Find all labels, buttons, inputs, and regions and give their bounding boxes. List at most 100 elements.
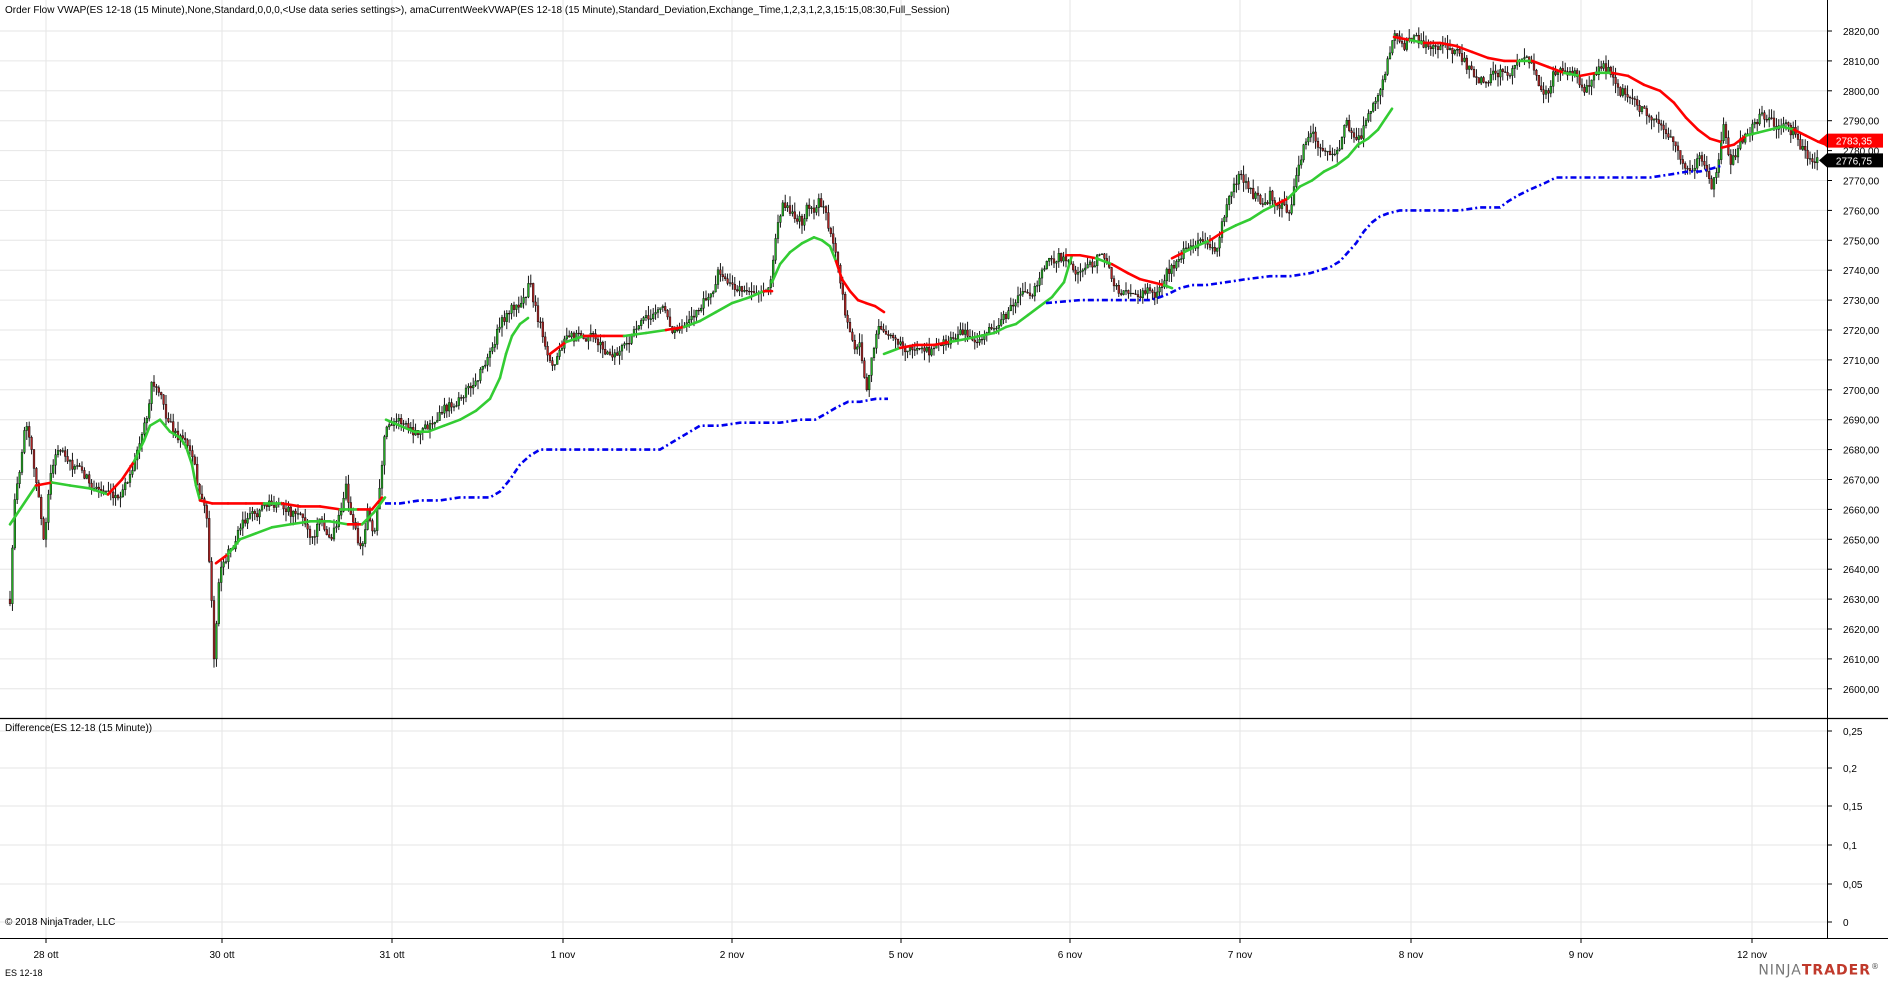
candle-body: [1544, 90, 1548, 95]
x-tick-label: 12 nov: [1737, 950, 1767, 961]
vwap-segment: [714, 301, 734, 314]
candle-body: [1547, 90, 1550, 94]
vwap-segment: [948, 337, 968, 344]
candle-body: [721, 274, 724, 278]
candle-body: [1801, 146, 1804, 150]
vwap-segment: [1610, 71, 1630, 78]
candle-body: [1264, 202, 1267, 205]
candle-body: [1564, 70, 1567, 72]
vwap-segment: [370, 496, 384, 511]
candle-body: [1578, 76, 1581, 86]
copyright-text: © 2018 NinjaTrader, LLC: [5, 917, 116, 928]
candle-body: [208, 518, 211, 562]
candle-body: [647, 315, 650, 320]
price-axis[interactable]: 2820,00 2810,00 2800,00 2790,00 2780,00 2770,…: [1827, 27, 1880, 696]
y-tick-label: 2820,00: [1843, 27, 1880, 38]
candle-body: [128, 474, 132, 483]
candle-body: [222, 561, 225, 568]
candle-body: [1357, 135, 1360, 140]
candle-body: [1316, 141, 1320, 148]
candle-body: [534, 301, 537, 306]
time-axis[interactable]: 28 ott 30 ott 31 ott 1 nov 2 nov 5 nov 6 nov 7 …: [33, 938, 1767, 961]
candle-body: [652, 313, 655, 320]
vwap-segment: [360, 511, 376, 526]
candle-body: [1736, 148, 1740, 158]
vwap-segment: [748, 289, 766, 299]
vwap-segment: [564, 334, 586, 344]
candle-body: [1244, 181, 1248, 183]
candle-body: [1379, 89, 1382, 96]
vwap-segment: [1672, 101, 1688, 120]
candle-body: [112, 491, 115, 499]
candle-body: [668, 316, 672, 327]
candle-body: [1062, 256, 1065, 262]
candle-body: [692, 315, 696, 318]
candle-body: [42, 518, 45, 540]
candle-body: [1624, 88, 1627, 95]
candle-body: [712, 291, 715, 294]
vwap-segment: [488, 376, 502, 401]
candle-body: [877, 326, 880, 335]
candle-body: [990, 327, 993, 329]
candle-body: [124, 482, 127, 490]
candle-body: [995, 327, 998, 330]
candle-body: [959, 329, 962, 335]
candle-body: [244, 519, 247, 524]
candle-body: [738, 286, 741, 292]
candle-body: [54, 454, 57, 466]
candle-body: [834, 243, 837, 253]
vwap-segment: [1366, 128, 1380, 140]
candle-body: [810, 207, 813, 209]
candle-body: [71, 459, 74, 470]
candle-body: [1756, 121, 1759, 125]
candle-body: [568, 335, 571, 338]
candle-body: [1429, 46, 1432, 50]
candle-body: [1331, 153, 1334, 156]
vwap-segment: [812, 236, 824, 242]
candle-body: [1153, 292, 1156, 298]
y-tick-label: 0,05: [1843, 880, 1863, 891]
vwap-segment: [474, 397, 492, 413]
price-grid: [0, 0, 1827, 718]
candle-body: [1710, 178, 1713, 190]
y-tick-label: 2700,00: [1843, 386, 1880, 397]
candle-body: [947, 343, 950, 346]
candle-body: [493, 344, 496, 348]
candle-body: [1165, 268, 1168, 282]
candle-body: [1158, 287, 1161, 293]
candle-body: [308, 528, 312, 538]
vwap-segment: [68, 484, 92, 490]
candle-body: [1326, 150, 1329, 153]
candle-body: [1403, 43, 1406, 50]
candle-body: [1043, 268, 1046, 271]
candle-body: [1129, 292, 1132, 295]
candle-body: [1052, 258, 1056, 264]
difference-axis[interactable]: 0,25 0,2 0,15 0,1 0,05 0: [1827, 727, 1863, 929]
candle-body: [337, 514, 340, 527]
candle-body: [649, 318, 652, 320]
candle-body: [145, 418, 148, 424]
vwap-segment: [1298, 179, 1314, 188]
vwap-segment: [226, 537, 242, 556]
vwap-segment: [992, 325, 1008, 335]
candle-body: [143, 422, 146, 435]
candle-body: [1787, 122, 1790, 126]
candle-body: [1072, 263, 1075, 271]
candle-body: [28, 426, 31, 438]
candle-body: [635, 328, 638, 330]
candle-body: [1172, 265, 1176, 269]
candle-body: [505, 313, 508, 322]
candle-body: [224, 561, 228, 563]
candle-body: [78, 465, 81, 467]
candle-body: [1297, 164, 1300, 176]
candle-body: [508, 313, 511, 315]
candle-body: [894, 337, 897, 340]
y-tick-label: 2630,00: [1843, 595, 1880, 606]
candle-body: [438, 411, 441, 421]
vwap-segment: [1438, 41, 1458, 48]
candle-body: [1636, 99, 1639, 106]
vwap-segment: [1732, 134, 1748, 146]
candle-body: [750, 291, 753, 293]
vwap-segment: [1346, 143, 1360, 158]
